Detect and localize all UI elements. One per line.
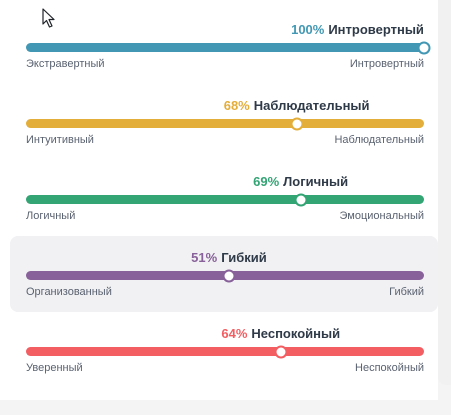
trait-left-label: Интуитивный bbox=[26, 134, 94, 146]
trait-bar bbox=[26, 345, 424, 358]
trait-thumb bbox=[417, 41, 431, 54]
trait-percent: 100% bbox=[291, 22, 325, 37]
personality-traits-card: 100% Интровертный Экстравертный Интроверт… bbox=[0, 0, 438, 400]
trait-right-label: Интровертный bbox=[349, 58, 424, 70]
trait-name: Гибкий bbox=[221, 250, 267, 265]
trait-name: Неспокойный bbox=[251, 326, 341, 341]
trait-left-label: Уверенный bbox=[26, 362, 83, 374]
trait-thumb bbox=[222, 269, 236, 282]
trait-percent: 68% bbox=[223, 98, 250, 113]
trait-name: Логичный bbox=[283, 174, 349, 189]
trait-row-nature[interactable]: 69% Логичный Логичный Эмоциональный bbox=[10, 164, 438, 228]
trait-name: Наблюдательный bbox=[253, 98, 370, 113]
side-panel-edge bbox=[438, 0, 451, 385]
trait-thumb bbox=[290, 117, 304, 130]
trait-value: 51% Гибкий bbox=[191, 250, 267, 265]
trait-left-label: Экстравертный bbox=[26, 58, 105, 70]
trait-right-label: Наблюдательный bbox=[334, 134, 424, 146]
trait-name: Интровертный bbox=[328, 22, 424, 37]
trait-thumb bbox=[294, 193, 308, 206]
trait-value: 100% Интровертный bbox=[291, 22, 424, 37]
trait-bar bbox=[26, 117, 424, 130]
trait-left-label: Логичный bbox=[26, 210, 76, 222]
trait-right-label: Эмоциональный bbox=[339, 210, 425, 222]
trait-value: 69% Логичный bbox=[253, 174, 348, 189]
trait-row-energy[interactable]: 100% Интровертный Экстравертный Интроверт… bbox=[10, 12, 438, 76]
trait-right-label: Неспокойный bbox=[355, 362, 424, 374]
trait-thumb bbox=[274, 345, 288, 358]
trait-right-label: Гибкий bbox=[389, 286, 424, 298]
trait-value: 68% Наблюдательный bbox=[224, 98, 370, 113]
trait-row-identity[interactable]: 64% Неспокойный Уверенный Неспокойный bbox=[10, 316, 438, 380]
trait-percent: 51% bbox=[191, 250, 218, 265]
trait-row-tactics[interactable]: 51% Гибкий Организованный Гибкий bbox=[10, 236, 438, 312]
mouse-cursor-icon bbox=[42, 8, 55, 28]
trait-percent: 64% bbox=[221, 326, 248, 341]
trait-percent: 69% bbox=[253, 174, 280, 189]
trait-bar bbox=[26, 193, 424, 206]
trait-row-mind[interactable]: 68% Наблюдательный Интуитивный Наблюдател… bbox=[10, 88, 438, 152]
trait-left-label: Организованный bbox=[26, 286, 112, 298]
trait-value: 64% Неспокойный bbox=[221, 326, 340, 341]
trait-bar bbox=[26, 41, 431, 54]
trait-bar bbox=[26, 269, 424, 282]
